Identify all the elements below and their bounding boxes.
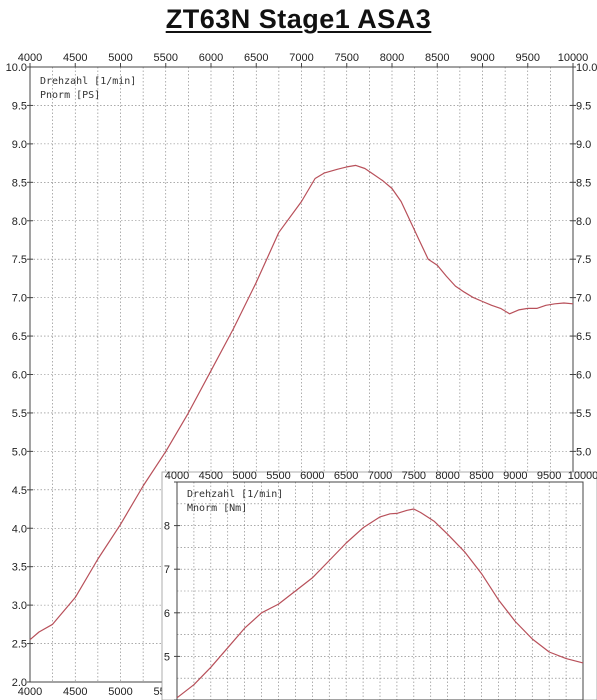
x-tick-label: 4000 (165, 470, 189, 482)
y-tick-label: 3.5 (12, 562, 27, 574)
legend-entry: Drehzahl [1/min] (40, 76, 136, 87)
y-tick-label: 7.0 (12, 293, 27, 305)
x-tick-label: 4500 (199, 470, 223, 482)
x-tick-label: 7500 (335, 52, 359, 64)
x-tick-label: 5000 (108, 52, 132, 64)
x-tick-label: 6000 (199, 52, 223, 64)
x-tick-label: 10000 (558, 52, 589, 64)
x-tick-label: 7500 (402, 470, 426, 482)
x-tick-label: 10000 (568, 470, 597, 482)
y-tick-label-right: 10.0 (576, 62, 597, 74)
x-tick-label: 7000 (368, 470, 392, 482)
y-tick-label-right: 7.0 (576, 293, 591, 305)
y-tick-label: 2.5 (12, 639, 27, 651)
x-tick-label-bottom: 4000 (18, 686, 42, 698)
y-tick-label: 4.5 (12, 485, 27, 497)
x-tick-label: 8000 (380, 52, 404, 64)
x-tick-label-bottom: 4500 (63, 686, 87, 698)
x-tick-label: 8000 (435, 470, 459, 482)
y-tick-label: 8.5 (12, 177, 27, 189)
legend-entry: Pnorm [PS] (40, 90, 100, 101)
plot-frame (176, 481, 584, 700)
x-tick-label: 9500 (516, 52, 540, 64)
x-tick-label-bottom: 5000 (108, 686, 132, 698)
y-tick-label: 2.0 (12, 677, 27, 689)
inset-y-tick-label: 5 (164, 651, 170, 663)
y-tick-label-right: 6.0 (576, 370, 591, 382)
x-tick-label: 5500 (154, 52, 178, 64)
y-tick-label: 8.0 (12, 216, 27, 228)
y-tick-label-right: 6.5 (576, 331, 591, 343)
y-tick-label-right: 5.0 (576, 446, 591, 458)
y-tick-label: 9.5 (12, 100, 27, 112)
y-tick-label-right: 9.0 (576, 139, 591, 151)
y-tick-label: 7.5 (12, 254, 27, 266)
legend-entry: Mnorm [Nm] (187, 503, 247, 514)
x-tick-label: 4000 (18, 52, 42, 64)
x-tick-label: 8500 (425, 52, 449, 64)
y-tick-label-right: 8.5 (576, 177, 591, 189)
y-tick-label-right: 8.0 (576, 216, 591, 228)
inset-y-tick-label: 7 (164, 564, 170, 576)
y-tick-label: 6.0 (12, 370, 27, 382)
x-tick-label: 6000 (300, 470, 324, 482)
y-tick-label-right: 9.5 (576, 100, 591, 112)
y-tick-label: 4.0 (12, 523, 27, 535)
y-tick-label-right: 7.5 (576, 254, 591, 266)
x-tick-label: 6500 (244, 52, 268, 64)
y-tick-label: 6.5 (12, 331, 27, 343)
x-tick-label: 9000 (470, 52, 494, 64)
x-tick-label: 9500 (537, 470, 561, 482)
y-tick-label: 9.0 (12, 139, 27, 151)
x-tick-label: 9000 (503, 470, 527, 482)
x-tick-label: 8500 (469, 470, 493, 482)
series-line (176, 508, 584, 699)
inset-y-tick-label: 8 (164, 521, 170, 533)
y-tick-label: 5.5 (12, 408, 27, 420)
series-line (29, 164, 574, 641)
x-tick-label: 5500 (266, 470, 290, 482)
x-tick-label: 7000 (289, 52, 313, 64)
y-tick-label: 10.0 (6, 62, 27, 74)
legend-entry: Drehzahl [1/min] (187, 489, 283, 500)
x-tick-label: 6500 (334, 470, 358, 482)
y-tick-label: 3.0 (12, 600, 27, 612)
x-tick-label: 5000 (232, 470, 256, 482)
y-tick-label-right: 5.5 (576, 408, 591, 420)
inset-torque-chart: 4000 4500 5000 5500 6000 6500 7000 7500 8000 8500… (161, 470, 597, 700)
y-tick-label: 5.0 (12, 446, 27, 458)
x-tick-label: 4500 (63, 52, 87, 64)
page-title: ZT63N Stage1 ASA3 (0, 4, 597, 35)
inset-y-tick-label: 6 (164, 608, 170, 620)
page-title-text: ZT63N Stage1 ASA3 (165, 4, 432, 34)
